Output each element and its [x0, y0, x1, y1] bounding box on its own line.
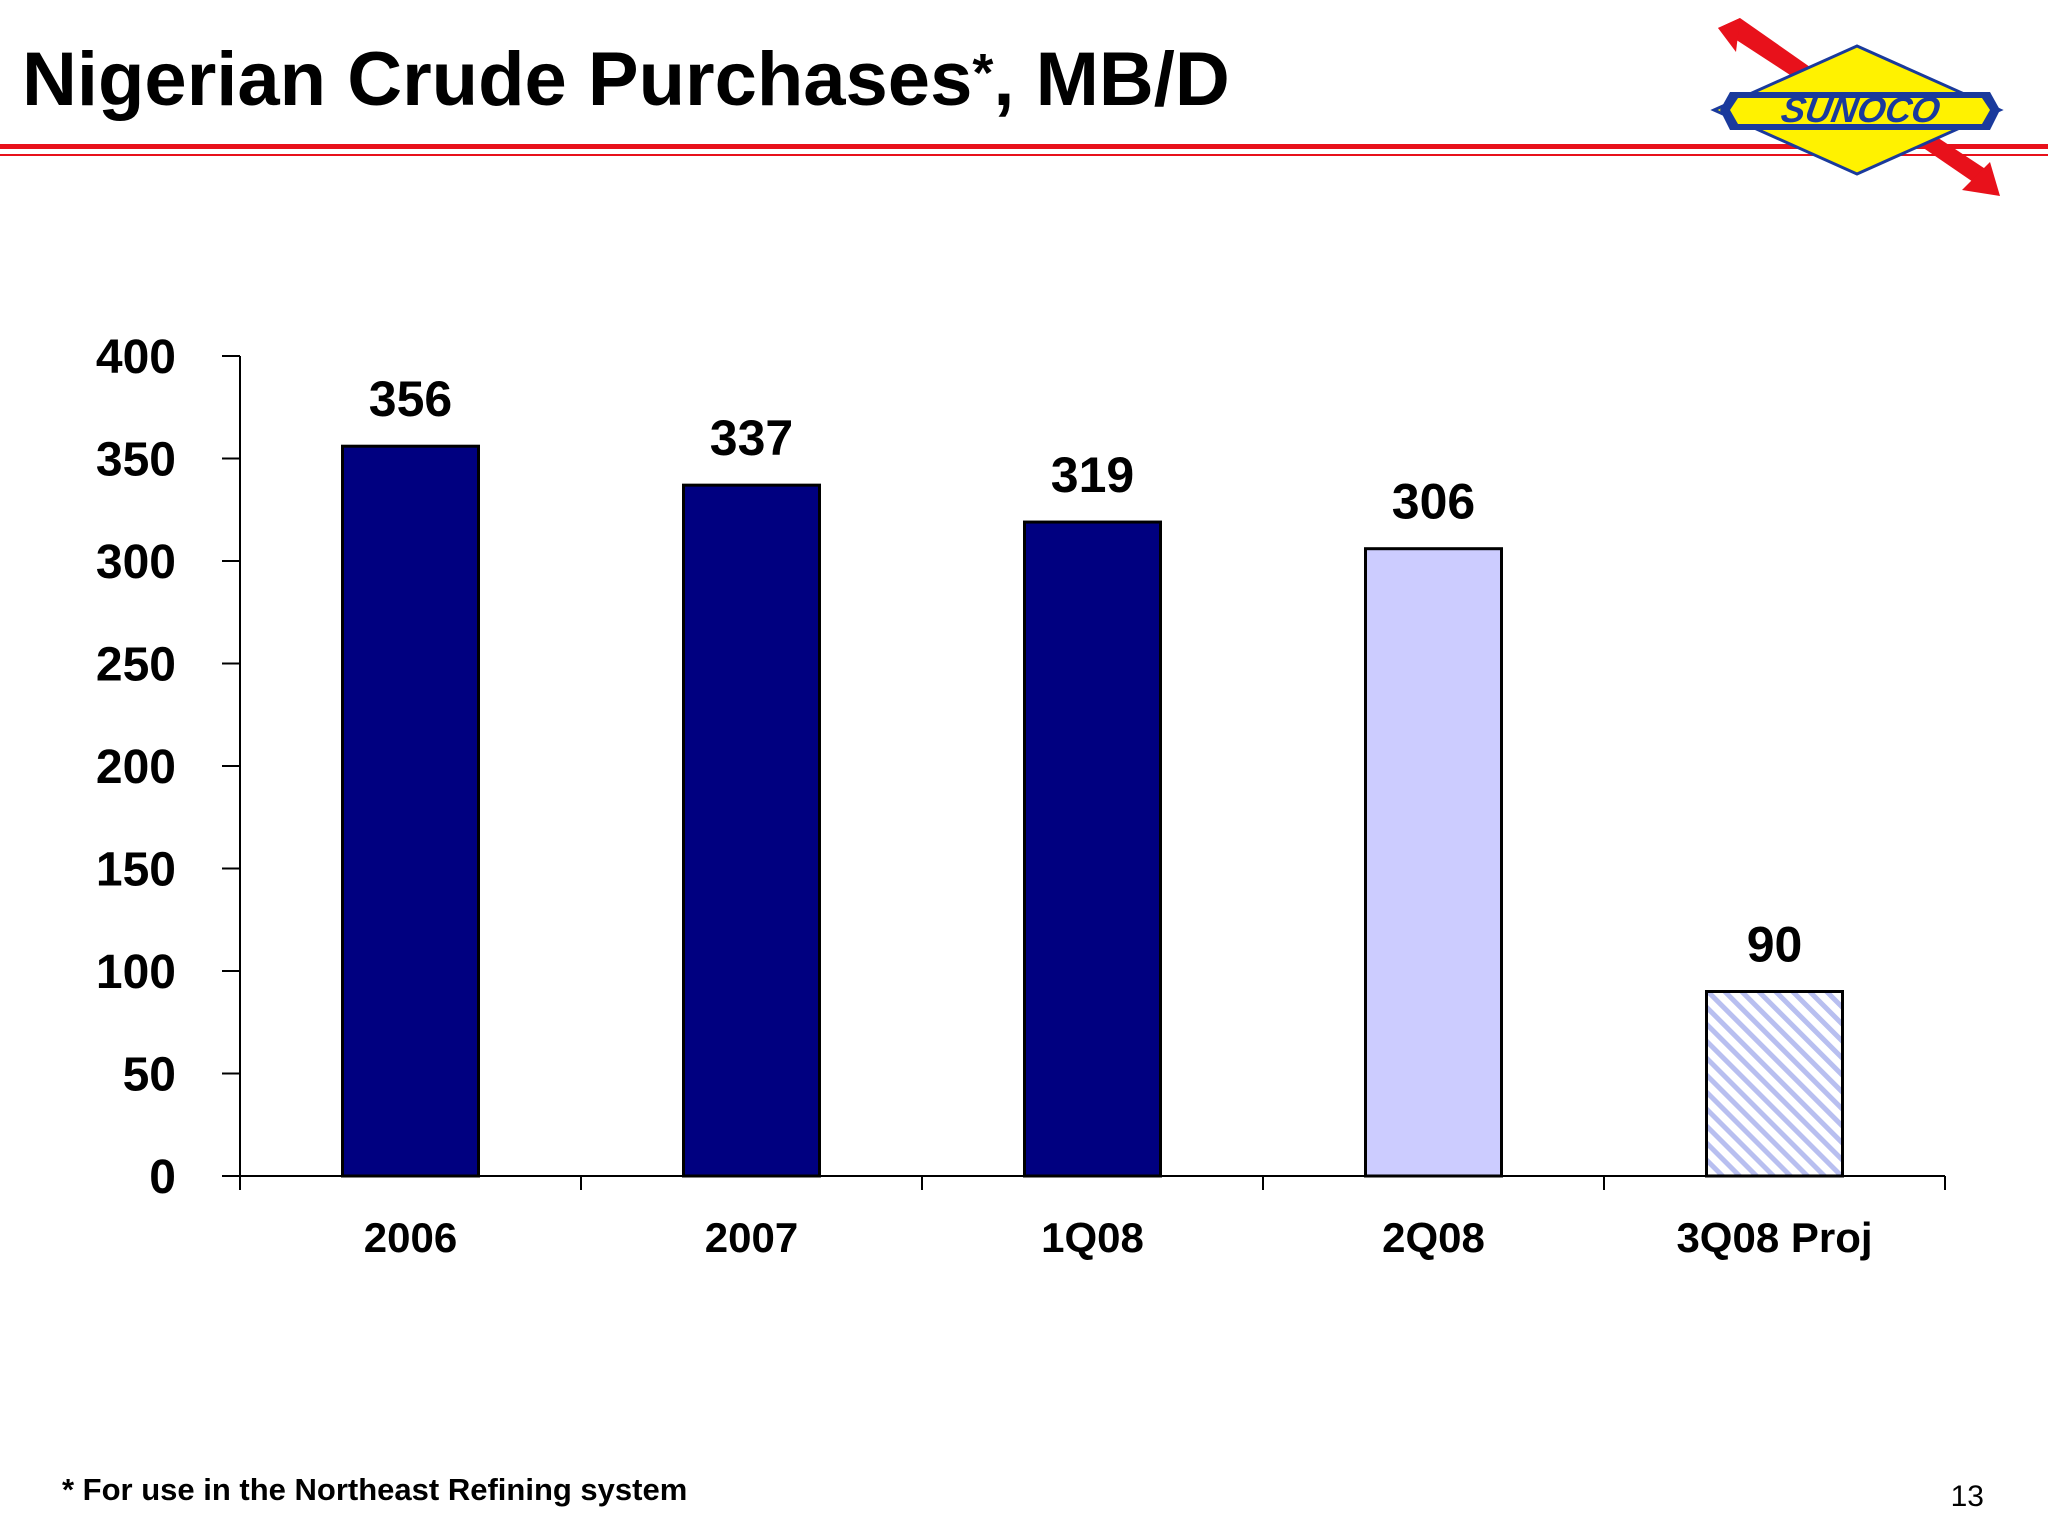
bar-2007 [682, 483, 821, 1178]
data-label: 306 [1392, 474, 1475, 530]
title-asterisk: * [972, 43, 994, 103]
y-tick-label: 50 [123, 1049, 176, 1102]
logo-arrow-upper [1718, 18, 1820, 84]
data-label: 337 [710, 410, 793, 466]
header-rule-thin [0, 154, 2048, 156]
data-label: 319 [1051, 447, 1134, 503]
logo-banner-inner [1730, 98, 1990, 124]
page-title: Nigerian Crude Purchases*, MB/D [22, 42, 1230, 118]
y-tick-label: 300 [96, 536, 176, 589]
bar-2006 [341, 444, 480, 1178]
x-tick-label: 3Q08 Proj [1676, 1214, 1872, 1261]
y-tick-label: 400 [96, 331, 176, 384]
x-tick-label: 2006 [364, 1214, 457, 1261]
y-tick-label: 0 [149, 1151, 176, 1204]
y-tick-label: 100 [96, 946, 176, 999]
logo-text: SUNOCO [1778, 89, 1943, 130]
footnote: * For use in the Northeast Refining syst… [62, 1472, 688, 1507]
y-tick-label: 150 [96, 844, 176, 897]
title-suffix: , MB/D [993, 37, 1230, 122]
y-tick-label: 250 [96, 639, 176, 692]
bar-3q08-proj [1705, 990, 1844, 1178]
header-rule-thick [0, 144, 2048, 149]
bar-2q08 [1364, 547, 1503, 1178]
x-tick-label: 2007 [705, 1214, 798, 1261]
data-label: 356 [369, 371, 452, 427]
logo-arrow-lower-head [1962, 162, 2000, 196]
y-tick-label: 350 [96, 434, 176, 487]
bar-1q08 [1023, 520, 1162, 1178]
title-main: Nigerian Crude Purchases [22, 37, 973, 122]
y-tick-label: 200 [96, 741, 176, 794]
logo-arrow-upper-head [1718, 18, 1740, 52]
x-tick-label: 1Q08 [1041, 1214, 1144, 1261]
sunoco-logo: SUNOCO [1710, 18, 2004, 196]
data-label: 90 [1747, 917, 1803, 973]
page-number: 13 [1950, 1480, 1984, 1513]
x-tick-label: 2Q08 [1382, 1214, 1485, 1261]
